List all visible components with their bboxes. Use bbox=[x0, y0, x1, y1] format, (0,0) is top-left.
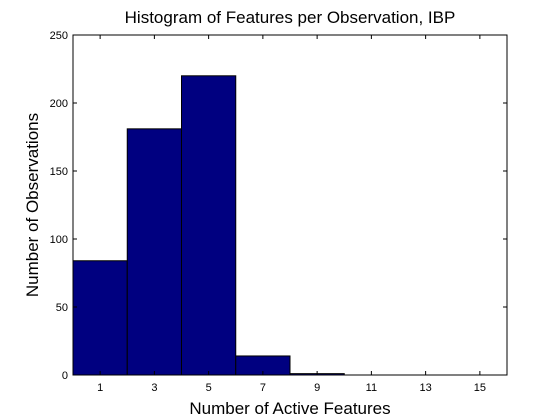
x-tick-label: 11 bbox=[366, 382, 377, 394]
x-tick-label: 15 bbox=[474, 382, 486, 394]
x-tick-label: 5 bbox=[206, 382, 212, 394]
bars-group bbox=[72, 75, 345, 376]
histogram-bar bbox=[126, 128, 182, 376]
x-tick-label: 3 bbox=[151, 382, 157, 394]
y-tick-label: 250 bbox=[50, 30, 68, 42]
x-tick-label: 1 bbox=[97, 382, 103, 394]
plot-area-frame bbox=[72, 34, 508, 376]
x-tick-label: 9 bbox=[314, 382, 320, 394]
x-axis-label: Number of Active Features bbox=[189, 399, 390, 418]
x-axis-ticks: 1 3 5 7 9 11 13 15 bbox=[97, 35, 486, 394]
x-tick-label: 7 bbox=[260, 382, 266, 394]
x-tick-label: 13 bbox=[420, 382, 432, 394]
histogram-bar bbox=[181, 75, 237, 376]
y-axis-ticks: 0 50 100 150 200 250 bbox=[50, 30, 507, 382]
histogram-bar bbox=[72, 260, 128, 376]
chart-title: Histogram of Features per Observation, I… bbox=[125, 8, 456, 27]
y-tick-label: 100 bbox=[50, 234, 68, 246]
y-tick-label: 0 bbox=[62, 370, 68, 382]
y-tick-label: 50 bbox=[56, 302, 68, 314]
y-tick-label: 150 bbox=[50, 166, 68, 178]
y-tick-label: 200 bbox=[50, 98, 68, 110]
y-axis-label: Number of Observations bbox=[23, 113, 42, 297]
